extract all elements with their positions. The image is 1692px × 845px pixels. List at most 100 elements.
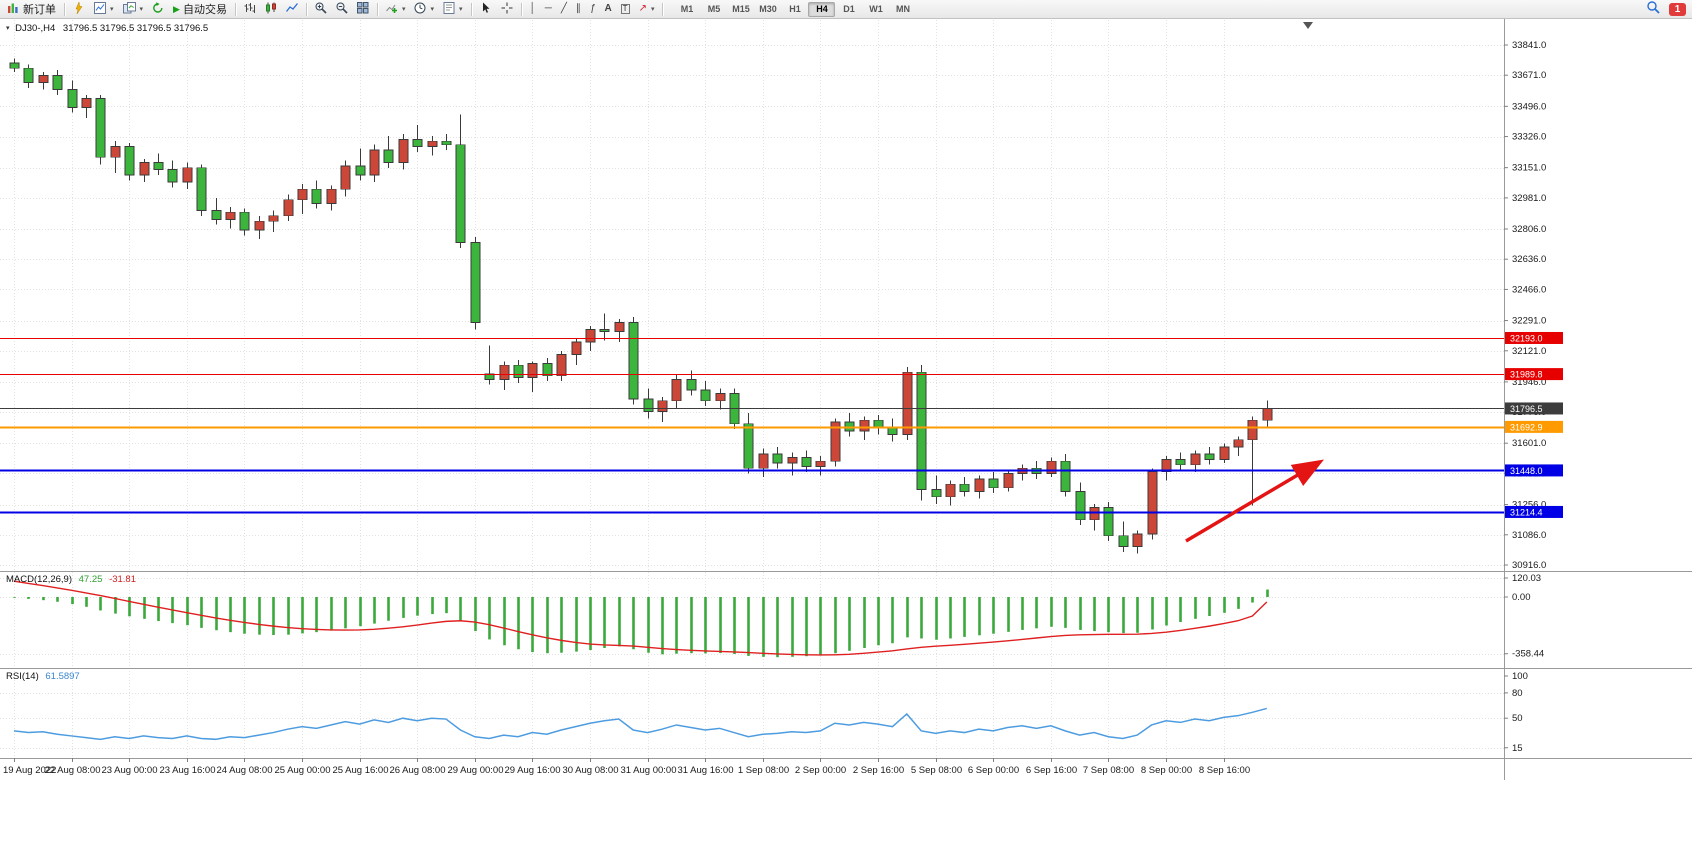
svg-text:19 Aug 2022: 19 Aug 2022 bbox=[3, 765, 56, 776]
svg-text:5 Sep 08:00: 5 Sep 08:00 bbox=[911, 765, 962, 776]
fibonacci-icon: ƒ bbox=[589, 3, 596, 14]
profiles-icon bbox=[122, 1, 136, 17]
search-icon bbox=[1647, 1, 1660, 17]
new-order-icon bbox=[7, 2, 20, 17]
profiles-button[interactable]: ▾ bbox=[119, 1, 148, 17]
crosshair-icon bbox=[501, 2, 513, 17]
notification-badge[interactable]: 1 bbox=[1669, 2, 1686, 16]
price-scale: 33841.0 33671.0 33496.0 33326.0 33151.0 32981… bbox=[1504, 40, 1546, 754]
new-chart-button[interactable]: ▾ bbox=[90, 1, 118, 17]
autotrading-label: 自动交易 bbox=[182, 4, 227, 16]
horizontal-line-button[interactable]: ─ bbox=[541, 1, 556, 17]
rsi-line bbox=[13, 707, 1267, 741]
timeframe-h4-button[interactable]: H4 bbox=[808, 1, 836, 17]
candlestick-button[interactable] bbox=[261, 1, 281, 17]
text-label-icon: T bbox=[620, 4, 630, 14]
svg-text:31256.0: 31256.0 bbox=[1512, 500, 1546, 511]
refresh-icon bbox=[152, 1, 164, 17]
macd-signal-line bbox=[13, 580, 1268, 656]
chevron-down-icon: ▾ bbox=[401, 6, 406, 13]
refresh-button[interactable] bbox=[148, 1, 168, 17]
svg-text:33671.0: 33671.0 bbox=[1512, 70, 1546, 81]
timeframe-d1-button[interactable]: D1 bbox=[835, 2, 862, 17]
zoom-in-icon bbox=[315, 2, 327, 17]
svg-text:29 Aug 00:00: 29 Aug 00:00 bbox=[448, 765, 504, 776]
indicators-button[interactable]: ▾ bbox=[382, 1, 410, 17]
timeframe-m30-button[interactable]: M30 bbox=[754, 2, 781, 17]
chevron-down-icon: ▾ bbox=[110, 6, 114, 13]
trend-arrow-annotation[interactable] bbox=[1185, 459, 1325, 543]
line-chart-button[interactable] bbox=[282, 1, 302, 17]
autotrading-button[interactable]: ▶ 自动交易 bbox=[169, 1, 231, 17]
candles bbox=[9, 58, 1273, 554]
separator bbox=[64, 2, 65, 16]
rsi-pane bbox=[13, 707, 1267, 741]
svg-text:8 Sep 00:00: 8 Sep 00:00 bbox=[1141, 765, 1192, 776]
chevron-down-icon: ▾ bbox=[430, 6, 434, 13]
timeframe-mn-button[interactable]: MN bbox=[889, 2, 916, 17]
svg-text:120.03: 120.03 bbox=[1512, 573, 1541, 584]
svg-text:32636.0: 32636.0 bbox=[1512, 254, 1546, 265]
svg-text:6 Sep 00:00: 6 Sep 00:00 bbox=[968, 765, 1019, 776]
svg-text:31 Aug 16:00: 31 Aug 16:00 bbox=[678, 765, 734, 776]
search-button[interactable] bbox=[1643, 1, 1664, 17]
svg-text:-358.44: -358.44 bbox=[1512, 649, 1544, 660]
crosshair-button[interactable] bbox=[497, 1, 517, 17]
svg-text:1 Sep 08:00: 1 Sep 08:00 bbox=[738, 765, 789, 776]
svg-text:23 Aug 16:00: 23 Aug 16:00 bbox=[160, 765, 216, 776]
svg-text:25 Aug 16:00: 25 Aug 16:00 bbox=[333, 765, 389, 776]
timeframe-w1-button[interactable]: W1 bbox=[862, 2, 889, 17]
fibonacci-button[interactable]: ƒ bbox=[586, 1, 600, 17]
price-tag-31214.4 bbox=[1505, 505, 1563, 518]
templates-icon bbox=[443, 1, 455, 17]
svg-text:31989.8: 31989.8 bbox=[1510, 370, 1543, 380]
timeframe-m15-button[interactable]: M15 bbox=[727, 2, 754, 17]
svg-text:24 Aug 08:00: 24 Aug 08:00 bbox=[217, 765, 273, 776]
tile-windows-button[interactable] bbox=[353, 1, 373, 17]
text-button[interactable]: A bbox=[600, 1, 615, 17]
timeframe-toolbar: M1 M5 M15 M30 H1 H4 D1 W1 MN bbox=[673, 1, 916, 17]
svg-text:22 Aug 08:00: 22 Aug 08:00 bbox=[45, 765, 101, 776]
svg-text:29 Aug 16:00: 29 Aug 16:00 bbox=[505, 765, 561, 776]
svg-text:7 Sep 08:00: 7 Sep 08:00 bbox=[1083, 765, 1134, 776]
cursor-button[interactable] bbox=[476, 1, 496, 17]
autotrading-play-icon: ▶ bbox=[173, 4, 180, 14]
separator bbox=[470, 2, 472, 16]
trend-line-icon: ╱ bbox=[560, 3, 567, 14]
zoom-in-button[interactable] bbox=[311, 1, 331, 17]
channel-button[interactable]: ∥ bbox=[572, 1, 585, 17]
svg-text:100: 100 bbox=[1512, 671, 1528, 682]
timeframe-m1-button[interactable]: M1 bbox=[673, 2, 700, 17]
timeframe-h1-button[interactable]: H1 bbox=[781, 2, 808, 17]
text-label-button[interactable]: T bbox=[617, 1, 634, 17]
svg-text:31796.5: 31796.5 bbox=[1510, 404, 1543, 414]
vertical-line-button[interactable]: │ bbox=[526, 1, 540, 17]
periods-button[interactable]: ▾ bbox=[410, 1, 438, 17]
svg-text:15: 15 bbox=[1512, 743, 1523, 754]
chart-shift-marker[interactable] bbox=[1303, 22, 1313, 29]
svg-text:2 Sep 16:00: 2 Sep 16:00 bbox=[853, 765, 904, 776]
arrows-tool-button[interactable]: ↗ ▾ bbox=[635, 1, 659, 17]
svg-text:50: 50 bbox=[1512, 713, 1523, 724]
separator bbox=[662, 2, 664, 16]
svg-text:32806.0: 32806.0 bbox=[1512, 224, 1546, 235]
metaeditor-button[interactable] bbox=[69, 0, 89, 17]
svg-text:31214.4: 31214.4 bbox=[1510, 507, 1543, 517]
grid bbox=[0, 20, 1504, 758]
cursor-icon bbox=[480, 2, 492, 17]
new-order-button[interactable]: 新订单 bbox=[3, 1, 60, 17]
line-chart-icon bbox=[285, 2, 298, 17]
price-tags: 32193.0 31989.8 31796.5 31692.9 31448.0 31214… bbox=[1505, 331, 1563, 518]
separator bbox=[305, 2, 307, 16]
separator bbox=[520, 2, 522, 16]
svg-text:33326.0: 33326.0 bbox=[1512, 132, 1546, 143]
svg-text:33151.0: 33151.0 bbox=[1512, 163, 1546, 174]
toolbar-right: 1 bbox=[1643, 1, 1689, 17]
timeframe-m5-button[interactable]: M5 bbox=[700, 2, 727, 17]
bar-chart-button[interactable] bbox=[240, 1, 260, 17]
templates-button[interactable]: ▾ bbox=[439, 1, 467, 17]
zoom-out-button[interactable] bbox=[332, 1, 352, 17]
arrows-tool-icon: ↗ bbox=[638, 3, 647, 14]
trend-line-button[interactable]: ╱ bbox=[557, 1, 571, 17]
